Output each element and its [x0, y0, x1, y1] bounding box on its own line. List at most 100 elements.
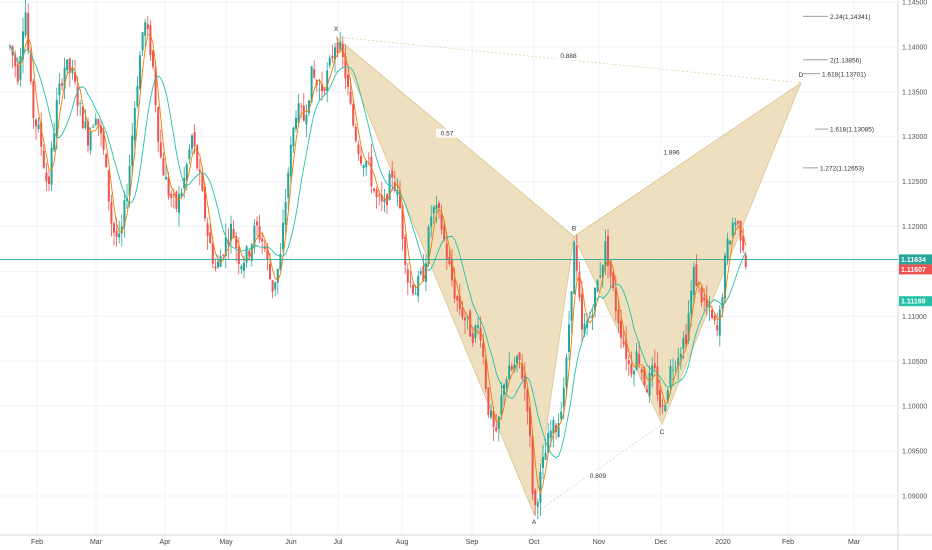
candle-body: [724, 255, 726, 300]
candle-body: [110, 202, 113, 224]
candle-body: [219, 256, 222, 267]
candle-body: [162, 158, 165, 176]
candle-body: [113, 223, 115, 233]
candle-body: [596, 280, 599, 292]
candle-body: [560, 411, 563, 420]
candle-body: [141, 32, 144, 51]
price-tag-bg: [899, 264, 932, 275]
candle-body: [672, 369, 674, 371]
candle-body: [633, 370, 635, 375]
candle-body: [331, 56, 334, 59]
candle-body: [193, 131, 196, 147]
candle-body: [269, 264, 271, 280]
candle-body: [53, 133, 56, 151]
price-tag-bg: [899, 254, 932, 265]
candle-body: [87, 121, 89, 146]
price-tick-label: 1.14000: [902, 44, 927, 51]
candle-body: [50, 147, 53, 185]
month-label: 2020: [715, 539, 731, 546]
candle-body: [513, 364, 516, 370]
candle-body: [620, 320, 622, 338]
candle-body: [318, 89, 321, 91]
candle-body: [92, 126, 95, 128]
candle-body: [313, 69, 316, 78]
fib-level-label: 1.272(1.12653): [820, 165, 864, 172]
ratio-label-bg: [658, 147, 685, 157]
pattern-point-d: D: [799, 72, 804, 79]
candle-body: [729, 240, 732, 245]
candle-body: [144, 22, 147, 36]
candle-body: [471, 333, 474, 343]
candle-body: [35, 119, 37, 127]
candle-body: [235, 236, 238, 248]
candle-body: [196, 145, 199, 169]
candle-body: [172, 193, 175, 195]
candle-body: [159, 142, 162, 158]
candle-body: [63, 67, 66, 89]
harmonic-pattern: [335, 36, 802, 516]
candle-body: [549, 430, 552, 439]
candle-body: [695, 264, 698, 287]
time-axis[interactable]: Feb Mar Apr May Jun Jul Aug Sep Oct Nov Dec 2020 Feb…: [0, 534, 932, 546]
candle-body: [516, 355, 518, 363]
candle-body: [97, 118, 100, 125]
candle-body: [357, 144, 360, 155]
candle-body: [391, 170, 394, 178]
candle-body: [653, 363, 656, 369]
candle-body: [497, 416, 500, 429]
candle-body: [253, 225, 256, 247]
candle-body: [477, 325, 479, 328]
candle-body: [531, 436, 534, 495]
candle-body: [591, 315, 594, 319]
candle-body: [687, 312, 690, 341]
candle-body: [674, 367, 677, 369]
pattern-point-b: B: [572, 225, 576, 232]
candle-body: [742, 235, 745, 251]
candle-body: [232, 229, 235, 238]
candle-body: [349, 91, 352, 104]
fib-level-label: 2(1.13856): [830, 57, 861, 64]
candle-body: [677, 357, 680, 367]
candle-body: [61, 82, 63, 86]
candle-body: [609, 260, 612, 277]
candle-body: [651, 365, 654, 377]
candle-body: [76, 86, 79, 106]
candle-body: [42, 150, 45, 168]
candle-body: [404, 236, 407, 266]
candle-body: [365, 161, 368, 168]
candle-body: [68, 58, 71, 73]
candle-body: [230, 223, 232, 241]
candle-body: [178, 194, 180, 213]
candle-body: [685, 334, 687, 344]
candle-body: [562, 387, 565, 407]
candle-body: [308, 100, 310, 114]
candle-body: [630, 364, 633, 375]
price-axis[interactable]: 1.14500 1.14000 1.13500 1.13000 1.12500 1.120…: [897, 0, 927, 550]
candle-body: [375, 189, 378, 198]
candle-body: [352, 103, 355, 126]
candle-body: [276, 268, 279, 283]
candle-body: [578, 272, 581, 298]
candle-body: [180, 192, 183, 197]
candle-body: [438, 203, 440, 208]
candle-body: [445, 243, 448, 260]
candle-body: [71, 68, 74, 74]
candle-body: [94, 118, 97, 126]
candle-body: [248, 250, 251, 257]
candle-body: [237, 246, 240, 265]
candle-body: [100, 125, 102, 134]
candle-body: [214, 266, 217, 269]
candle-body: [669, 366, 672, 388]
candle-body: [297, 103, 300, 124]
candle-body: [536, 502, 539, 507]
candle-body: [274, 282, 277, 290]
candle-body: [175, 191, 178, 209]
candle-body: [500, 395, 503, 415]
candle-body: [326, 70, 329, 92]
candle-body: [284, 201, 287, 226]
candle-body: [131, 135, 134, 166]
fib-levels: 2.24(1.14341) 2(1.13856) 1.618(1.13701) 1.6…: [803, 14, 874, 172]
candle-body: [136, 86, 139, 107]
ratio-label: 0.809: [590, 473, 607, 480]
